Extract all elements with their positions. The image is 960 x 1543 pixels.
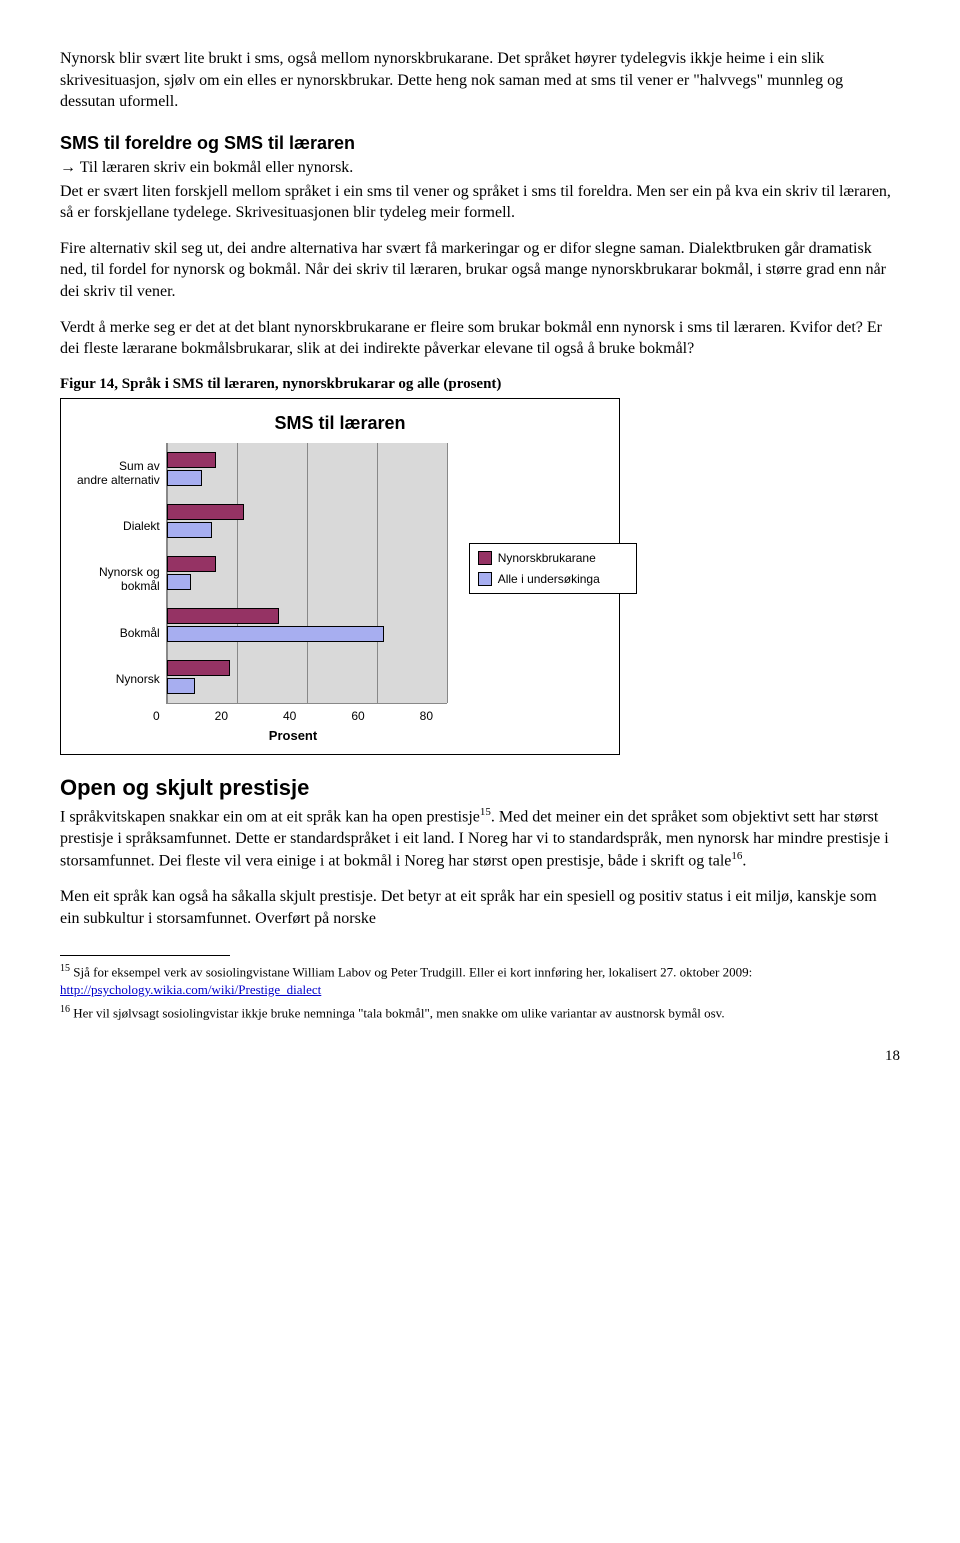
y-label: Dialekt (77, 520, 160, 534)
x-tick: 40 (283, 708, 296, 724)
plot-area: NynorskbrukaraneAlle i undersøkinga (166, 443, 447, 704)
footnote-ref-16: 16 (731, 850, 742, 862)
bar (167, 470, 202, 486)
footnote-num-15: 15 (60, 963, 70, 974)
section-heading-prestisje: Open og skjult prestisje (60, 773, 900, 803)
paragraph-1: Nynorsk blir svært lite brukt i sms, ogs… (60, 48, 900, 113)
footnote-15-link[interactable]: http://psychology.wikia.com/wiki/Prestig… (60, 982, 321, 997)
chart-title: SMS til læraren (77, 411, 603, 435)
legend-label: Nynorskbrukarane (498, 550, 596, 566)
chart-area: Sum avandre alternativ Dialekt Nynorsk ogb… (77, 443, 603, 704)
y-label: Bokmål (77, 627, 160, 641)
bar (167, 660, 230, 676)
bar (167, 556, 216, 572)
paragraph-5a: I språkvitskapen snakkar ein om at eit s… (60, 808, 480, 825)
bar (167, 504, 244, 520)
chart-container: SMS til læraren Sum avandre alternativ Di… (60, 398, 620, 755)
bar (167, 452, 216, 468)
legend-item: Nynorskbrukarane (478, 550, 628, 566)
footnote-ref-15: 15 (480, 806, 491, 818)
y-axis-labels: Sum avandre alternativ Dialekt Nynorsk ogb… (77, 443, 166, 703)
footnote-15-text: Sjå for eksempel verk av sosiolingvistan… (70, 965, 752, 980)
bar (167, 626, 384, 642)
y-label: Nynorsk ogbokmål (77, 566, 160, 594)
footnote-16: 16 Her vil sjølvsagt sosiolingvistar ikk… (60, 1003, 900, 1022)
footnote-separator (60, 955, 230, 956)
section-heading-sms: SMS til foreldre og SMS til læraren (60, 131, 900, 155)
paragraph-3: Fire alternativ skil seg ut, dei andre a… (60, 238, 900, 303)
arrow-summary-line: → Til læraren skriv ein bokmål eller nyn… (60, 157, 900, 179)
legend-item: Alle i undersøkinga (478, 571, 628, 587)
x-tick: 60 (351, 708, 364, 724)
paragraph-5: I språkvitskapen snakkar ein om at eit s… (60, 805, 900, 872)
bar (167, 574, 192, 590)
x-tick: 0 (153, 708, 160, 724)
x-tick: 80 (420, 708, 433, 724)
paragraph-4: Verdt å merke seg er det at det blant ny… (60, 317, 900, 360)
chart-legend: Nynorskbrukarane Alle i undersøkinga (469, 543, 637, 593)
paragraph-6: Men eit språk kan også ha såkalla skjult… (60, 886, 900, 929)
x-axis-title: Prosent (153, 727, 433, 745)
footnote-15: 15 Sjå for eksempel verk av sosiolingvis… (60, 962, 900, 998)
footnote-num-16: 16 (60, 1004, 70, 1015)
bar (167, 678, 195, 694)
legend-swatch (478, 572, 492, 586)
x-axis-ticks: 0 20 40 60 80 (153, 708, 433, 724)
bar (167, 608, 279, 624)
legend-swatch (478, 551, 492, 565)
x-tick: 20 (215, 708, 228, 724)
y-label: Sum avandre alternativ (77, 460, 160, 488)
footnote-16-text: Her vil sjølvsagt sosiolingvistar ikkje … (70, 1005, 725, 1020)
figure-caption: Figur 14, Språk i SMS til læraren, nynor… (60, 374, 900, 394)
paragraph-2: Det er svært liten forskjell mellom språ… (60, 181, 900, 224)
legend-label: Alle i undersøkinga (498, 571, 600, 587)
y-label: Nynorsk (77, 673, 160, 687)
bar (167, 522, 213, 538)
page-number: 18 (60, 1046, 900, 1066)
paragraph-5c: . (742, 853, 746, 870)
